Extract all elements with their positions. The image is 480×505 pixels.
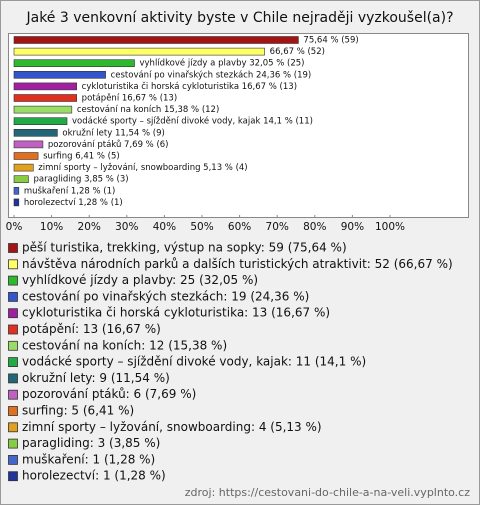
- bar: [13, 187, 20, 195]
- bar: [13, 82, 77, 91]
- legend-marker: [8, 373, 18, 384]
- bar: [13, 140, 44, 149]
- legend-label: paragliding: 3 (3,85 %): [22, 436, 160, 450]
- x-tick-label: 80%: [303, 221, 326, 233]
- legend-label: okružní lety: 9 (11,54 %): [22, 371, 170, 385]
- legend-marker: [8, 243, 18, 253]
- legend-marker: [8, 357, 18, 368]
- bar-label: cestování na koních 15,38 % (12): [77, 105, 219, 115]
- legend-marker: [8, 406, 18, 416]
- legend-marker: [8, 471, 18, 482]
- bar-label: potápění 16,67 % (13): [82, 94, 177, 104]
- legend-marker: [8, 275, 18, 286]
- bar-label: pozorování ptáků 7,69 % (6): [48, 139, 169, 150]
- bar-label: cestování po vinařských stezkách 24,36 %…: [111, 70, 312, 80]
- x-tick-label: 0%: [6, 221, 23, 233]
- x-tick-label: 90%: [341, 221, 364, 233]
- legend-label: muškaření: 1 (1,28 %): [22, 452, 155, 466]
- legend-label: vodácké sporty – sjíždění divoké vody, k…: [22, 355, 366, 369]
- legend-marker: [8, 389, 18, 400]
- bar-label: vyhlídkové jízdy a plavby 32,05 % (25): [140, 58, 305, 69]
- legend-marker: [8, 259, 18, 270]
- legend-label: surfing: 5 (6,41 %): [22, 404, 134, 418]
- bar: [13, 36, 299, 44]
- legend-label: zimní sporty – lyžování, snowboarding: 4…: [22, 420, 322, 434]
- legend-marker: [8, 291, 18, 302]
- x-tick-label: 70%: [266, 221, 289, 233]
- bar: [13, 163, 34, 172]
- x-tick-label: 30%: [115, 221, 138, 233]
- bar-label: cykloturistika či horská cykloturistika …: [82, 81, 297, 92]
- legend-label: cykloturistika či horská cykloturistika:…: [22, 306, 330, 320]
- legend-marker: [8, 324, 18, 335]
- legend-label: potápění: 13 (16,67 %): [22, 322, 161, 336]
- bar: [13, 175, 29, 183]
- bar: [13, 105, 73, 114]
- x-tick-label: 100%: [375, 221, 405, 233]
- legend-label: cestování na koních: 12 (15,38 %): [22, 338, 227, 352]
- bar-label: horolezectví 1,28 % (1): [24, 198, 123, 208]
- bar: [13, 59, 135, 68]
- bar: [13, 47, 265, 56]
- bar-label: paragliding 3,85 % (3): [33, 175, 128, 185]
- bar: [13, 117, 68, 125]
- bar: [13, 94, 77, 102]
- x-tick-label: 10%: [40, 221, 63, 233]
- legend-marker: [8, 422, 18, 433]
- bar-label: vodácké sporty – sjíždění divoké vody, k…: [72, 116, 313, 127]
- x-tick-label: 20%: [78, 221, 101, 233]
- x-tick-label: 60%: [228, 221, 251, 233]
- x-tick-label: 50%: [190, 221, 213, 233]
- x-tick-label: 40%: [153, 221, 176, 233]
- legend-marker: [8, 454, 18, 465]
- bar: [13, 71, 106, 79]
- legend-label: pozorování ptáků: 6 (7,69 %): [22, 387, 196, 401]
- bar-label: 75,64 % (59): [303, 36, 358, 46]
- bar-label: muškaření 1,28 % (1): [24, 185, 116, 196]
- chart-title: Jaké 3 venkovní aktivity byste v Chile n…: [25, 10, 453, 26]
- legend-label: cestování po vinařských stezkách: 19 (24…: [22, 289, 309, 303]
- legend-label: pěší turistika, trekking, výstup na sopk…: [22, 241, 347, 255]
- bar-label: okružní lety 11,54 % (9): [62, 128, 164, 138]
- bar-label: zimní sporty – lyžování, snowboarding 5,…: [38, 163, 247, 173]
- legend-label: horolezectví: 1 (1,28 %): [22, 469, 166, 483]
- bar: [13, 198, 20, 207]
- legend-marker: [8, 340, 18, 351]
- legend-label: návštěva národních parků a dalších turis…: [22, 257, 453, 271]
- bar: [13, 129, 58, 137]
- source: zdroj: https://cestovani-do-chile-a-na-v…: [185, 486, 470, 499]
- bar: [13, 152, 39, 160]
- bar-label: 66,67 % (52): [270, 47, 325, 57]
- legend-marker: [8, 308, 18, 319]
- bar-label: surfing 6,41 % (5): [43, 152, 120, 162]
- legend-label: vyhlídkové jízdy a plavby: 25 (32,05 %): [22, 273, 258, 287]
- legend-marker: [8, 438, 18, 449]
